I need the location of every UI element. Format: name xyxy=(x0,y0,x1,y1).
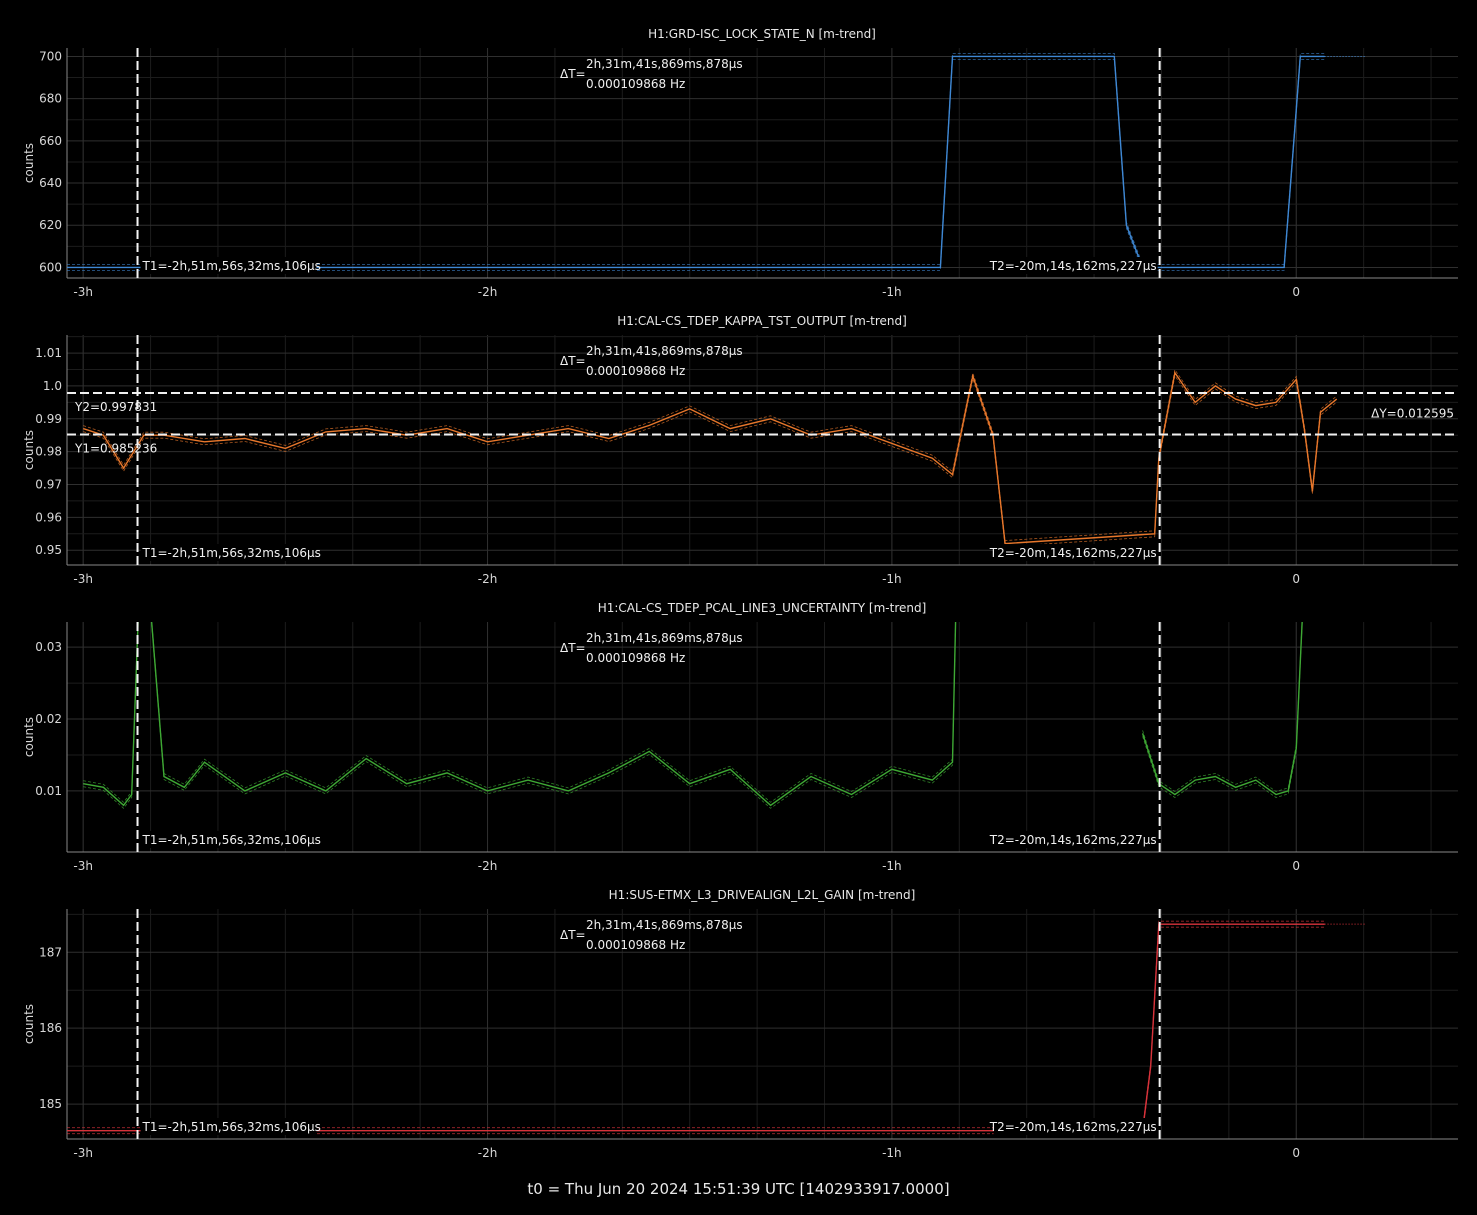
y-tick-label: 640 xyxy=(39,176,62,190)
cursor-label-bg xyxy=(140,831,317,848)
y-tick-label: 0.98 xyxy=(35,445,62,459)
y-axis-label: counts xyxy=(22,717,36,757)
t1-label: T1=-2h,51m,56s,32ms,106µs xyxy=(142,1120,321,1134)
cursor-label-bg xyxy=(993,544,1158,561)
y-tick-label: 187 xyxy=(39,945,62,959)
series-line xyxy=(67,923,1325,1132)
cursor-label-bg xyxy=(993,831,1158,848)
series-line xyxy=(1141,622,1303,796)
cursor-label-bg xyxy=(140,1118,317,1135)
series-min-line xyxy=(83,622,957,809)
cursor-label-bg xyxy=(140,544,317,561)
x-tick-label: 0 xyxy=(1292,285,1300,299)
y1-cursor-label: Y1=0.985236 xyxy=(74,441,157,455)
plot-canvas: 600 620 640 660 680 700 -3h -2h -1h 0 H1:GRD-ISC_L… xyxy=(22,27,1458,1160)
y-tick-label: 620 xyxy=(39,218,62,232)
x-tick-label: -1h xyxy=(882,572,902,586)
series-group xyxy=(83,622,1303,809)
dt-value: 2h,31m,41s,869ms,878µs xyxy=(586,344,743,358)
y-axis-label: counts xyxy=(22,430,36,470)
y-tick-label: 600 xyxy=(39,260,62,274)
y-tick-label: 1.0 xyxy=(43,379,62,393)
y-tick-label: 0.02 xyxy=(35,712,62,726)
cursor-label-bg xyxy=(993,1118,1158,1135)
t2-label: T2=-20m,14s,162ms,227µs xyxy=(989,546,1157,560)
y2-cursor-label: Y2=0.997831 xyxy=(74,400,157,414)
y-tick-label: 660 xyxy=(39,134,62,148)
dt-frequency: 0.000109868 Hz xyxy=(586,77,685,91)
series-max-line xyxy=(67,53,1325,265)
series-min-line xyxy=(1142,622,1303,798)
series-max-line xyxy=(83,368,1337,542)
x-tick-label: -3h xyxy=(73,285,93,299)
y-tick-label: 0.03 xyxy=(35,640,62,654)
t1-label: T1=-2h,51m,56s,32ms,106µs xyxy=(142,546,321,560)
t1-label: T1=-2h,51m,56s,32ms,106µs xyxy=(142,833,321,847)
panel-title: H1:CAL-CS_TDEP_PCAL_LINE3_UNCERTAINTY [m… xyxy=(598,601,927,615)
x-tick-label: -3h xyxy=(73,859,93,873)
panel-title: H1:GRD-ISC_LOCK_STATE_N [m-trend] xyxy=(648,27,876,41)
y-axis-label: counts xyxy=(22,143,36,183)
dt-label: ΔT= xyxy=(560,641,586,655)
y-tick-label: 185 xyxy=(39,1097,62,1111)
series-min-line xyxy=(83,374,1337,548)
dt-label: ΔT= xyxy=(560,67,586,81)
y-axis-label: counts xyxy=(22,1004,36,1044)
y-tick-label: 1.01 xyxy=(35,346,62,360)
dt-value: 2h,31m,41s,869ms,878µs xyxy=(586,631,743,645)
series-line xyxy=(82,371,1338,545)
y-tick-label: 0.96 xyxy=(35,510,62,524)
y-tick-label: 186 xyxy=(39,1021,62,1035)
panel-2: 0.95 0.96 0.97 0.98 0.99 1.0 1.01 -3h -2h -1h 0 H1:… xyxy=(22,314,1458,586)
x-tick-label: 0 xyxy=(1292,1146,1300,1160)
x-tick-label: -3h xyxy=(73,572,93,586)
dt-frequency: 0.000109868 Hz xyxy=(586,364,685,378)
series-line xyxy=(83,622,957,807)
x-tick-label: -2h xyxy=(478,285,498,299)
cursor-label-bg xyxy=(140,257,317,274)
dt-label: ΔT= xyxy=(560,354,586,368)
y-tick-label: 0.97 xyxy=(35,478,62,492)
y-tick-label: 680 xyxy=(39,92,62,106)
panel-3: 0.01 0.02 0.03 -3h -2h -1h 0 H1:CAL-CS_TDEP_PCA… xyxy=(22,601,1458,873)
panel-title: H1:SUS-ETMX_L3_DRIVEALIGN_L2L_GAIN [m-tr… xyxy=(609,888,916,902)
x-tick-label: -2h xyxy=(478,859,498,873)
dt-value: 2h,31m,41s,869ms,878µs xyxy=(586,57,743,71)
series-line xyxy=(67,55,1325,269)
dt-value: 2h,31m,41s,869ms,878µs xyxy=(586,918,743,932)
dt-frequency: 0.000109868 Hz xyxy=(586,651,685,665)
panel-title: H1:CAL-CS_TDEP_KAPPA_TST_OUTPUT [m-trend… xyxy=(617,314,907,328)
cursor-label-bg xyxy=(993,257,1158,274)
series-max-line xyxy=(1142,622,1303,792)
t2-label: T2=-20m,14s,162ms,227µs xyxy=(989,1120,1157,1134)
series-min-line xyxy=(67,59,1325,271)
t1-label: T1=-2h,51m,56s,32ms,106µs xyxy=(142,259,321,273)
series-group xyxy=(82,368,1338,548)
x-tick-label: -1h xyxy=(882,1146,902,1160)
series-group xyxy=(67,53,1365,271)
x-tick-label: 0 xyxy=(1292,572,1300,586)
panel-4: 185 186 187 -3h -2h -1h 0 H1:SUS-ETMX_L3_DRIVEA… xyxy=(22,888,1458,1160)
dy-label: ΔY=0.012595 xyxy=(1371,407,1454,421)
series-group xyxy=(67,920,1365,1135)
series-min-line xyxy=(67,926,1325,1135)
y-tick-label: 0.01 xyxy=(35,784,62,798)
t2-label: T2=-20m,14s,162ms,227µs xyxy=(989,259,1157,273)
series-max-line xyxy=(83,622,956,803)
y-tick-label: 0.95 xyxy=(35,543,62,557)
x-tick-label: -2h xyxy=(478,572,498,586)
y-tick-label: 700 xyxy=(39,49,62,63)
t0-footer: t0 = Thu Jun 20 2024 15:51:39 UTC [14029… xyxy=(527,1180,950,1198)
dt-label: ΔT= xyxy=(560,928,586,942)
x-tick-label: -1h xyxy=(882,285,902,299)
y-tick-label: 0.99 xyxy=(35,412,62,426)
x-tick-label: -2h xyxy=(478,1146,498,1160)
t2-label: T2=-20m,14s,162ms,227µs xyxy=(989,833,1157,847)
x-tick-label: -3h xyxy=(73,1146,93,1160)
panel-1: 600 620 640 660 680 700 -3h -2h -1h 0 H1:GRD-ISC_L… xyxy=(22,27,1458,299)
x-tick-label: -1h xyxy=(882,859,902,873)
x-tick-label: 0 xyxy=(1292,859,1300,873)
dt-frequency: 0.000109868 Hz xyxy=(586,938,685,952)
